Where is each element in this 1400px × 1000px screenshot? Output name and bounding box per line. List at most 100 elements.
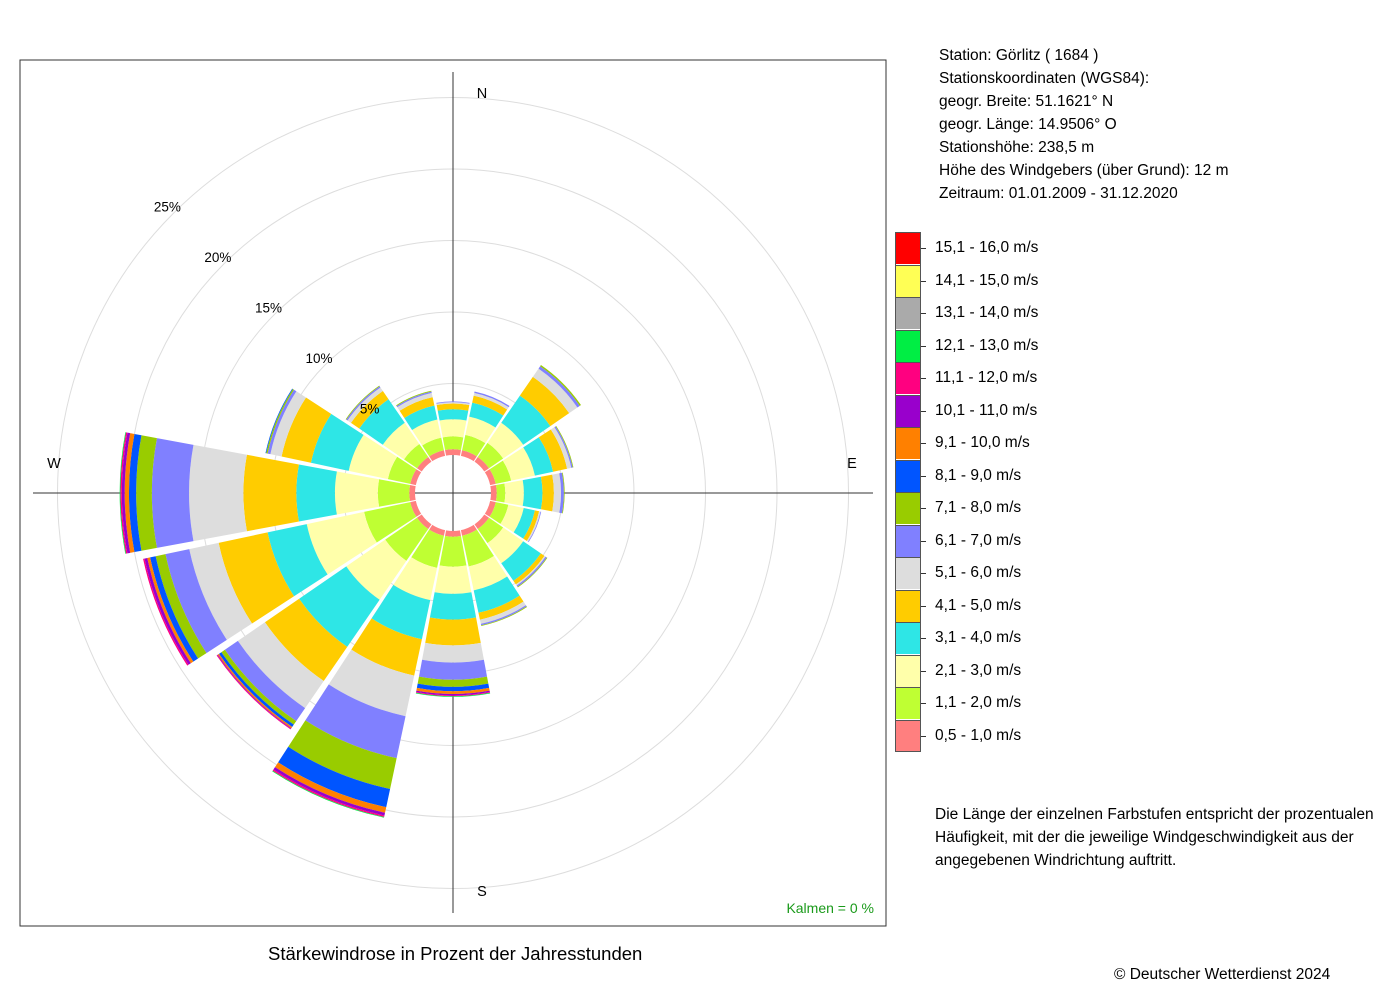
legend-item: 1,1 - 2,0 m/s [895, 687, 1095, 720]
sector-s [415, 530, 491, 697]
segment-nw-1 [404, 444, 429, 469]
segment-se-6 [516, 556, 547, 587]
station-coords-heading: Stationskoordinaten (WGS84): [939, 70, 1150, 87]
legend-swatch [896, 264, 920, 297]
legend-tick [920, 605, 926, 607]
segment-nw-6 [346, 386, 381, 421]
sector-se [474, 514, 548, 588]
sector-wsw [143, 500, 422, 666]
legend-label: 13,1 - 14,0 m/s [935, 304, 1039, 321]
legend-label: 14,1 - 15,0 m/s [935, 271, 1039, 289]
segment-ene-5 [550, 427, 572, 469]
legend-item: 11,1 - 12,0 m/s [895, 362, 1095, 395]
segment-sse-6 [480, 605, 527, 626]
legend-tick [920, 573, 926, 574]
legend-tick [920, 280, 926, 282]
segment-ssw-2 [393, 557, 438, 601]
segment-nw-5 [347, 387, 383, 423]
legend-label: 11,1 - 12,0 m/s [935, 369, 1038, 386]
segment-w-12 [119, 432, 126, 554]
segment-w-11 [120, 432, 128, 554]
segment-ne-4 [519, 376, 570, 427]
segment-n-0 [445, 449, 461, 456]
segment-ese-4 [523, 510, 540, 541]
segment-ese-2 [500, 504, 524, 533]
segment-sw-2 [346, 539, 407, 600]
segment-w-8 [128, 433, 142, 553]
segment-e-7 [562, 472, 565, 514]
ring-labels: 5% 10% 15% 20% 25% [154, 199, 380, 416]
segment-ese-0 [484, 500, 496, 517]
segment-s-12 [415, 692, 491, 697]
legend-swatch [896, 459, 920, 492]
segment-wsw-4 [218, 532, 295, 624]
compass-label-s: S [477, 884, 487, 900]
segment-nnw-1 [422, 437, 444, 457]
segment-nnw-6 [396, 391, 432, 408]
legend-swatch [896, 492, 920, 524]
segment-s-4 [425, 617, 481, 646]
segment-ese-1 [489, 502, 509, 524]
legend-swatch [896, 297, 920, 329]
explanation-note: Die Länge der einzelnen Farbstufen entsp… [935, 803, 1374, 872]
compass-label-e: E [847, 456, 857, 472]
legend-tick [920, 735, 926, 737]
segment-sw-4 [264, 598, 348, 682]
segment-ne-7 [540, 365, 581, 406]
legend-item: 10,1 - 11,0 m/s [895, 394, 1095, 428]
segment-sw-8 [218, 652, 294, 728]
segment-wsw-6 [165, 549, 227, 654]
segment-nnw-4 [399, 397, 435, 418]
legend-label: 9,1 - 10,0 m/s [935, 434, 1030, 451]
segment-wnw-7 [266, 388, 295, 454]
legend-label: 15,1 - 16,0 m/s [935, 239, 1039, 256]
legend-item: 3,1 - 4,0 m/s [895, 622, 1095, 655]
legend-tick [920, 313, 926, 314]
segment-ssw-6 [305, 684, 406, 759]
segment-sse-5 [479, 601, 526, 624]
chart-subtitle: Stärkewindrose in Prozent der Jahresstun… [268, 943, 643, 964]
sensor-height: Höhe des Windgebers (über Grund): 12 m [939, 162, 1229, 179]
segment-sse-3 [473, 576, 520, 613]
legend-tick [920, 345, 926, 347]
legend-swatch [896, 394, 920, 427]
segment-nw-2 [382, 422, 420, 460]
segment-nw-4 [350, 390, 389, 429]
segment-wnw-1 [387, 456, 417, 484]
segment-sse-1 [462, 529, 494, 567]
segment-sw-0 [416, 514, 432, 530]
segment-se-0 [474, 514, 490, 530]
legend-item: 2,1 - 3,0 m/s [895, 654, 1095, 688]
segment-w-0 [409, 485, 416, 501]
legend-label: 0,5 - 1,0 m/s [935, 726, 1022, 744]
legend-swatch [896, 687, 920, 719]
legend-tick [920, 508, 926, 509]
station-elevation: Stationshöhe: 238,5 m [939, 139, 1095, 156]
legend-tick [920, 410, 926, 412]
segment-nnw-5 [397, 392, 433, 411]
segment-wsw-9 [147, 557, 194, 664]
segment-ssw-1 [411, 529, 444, 568]
segment-e-5 [552, 473, 562, 513]
segment-wnw-6 [267, 389, 297, 455]
sector-ne [474, 365, 581, 472]
legend-label: 10,1 - 11,0 m/s [935, 401, 1038, 419]
segment-sw-1 [385, 517, 429, 561]
segment-nnw-3 [404, 405, 438, 430]
segment-wnw-5 [270, 391, 306, 457]
segment-n-4 [436, 403, 470, 411]
segment-s-8 [416, 683, 490, 692]
legend-swatch [896, 427, 920, 459]
segment-ssw-7 [288, 720, 397, 789]
segment-nne-5 [473, 392, 509, 410]
segment-s-6 [418, 659, 488, 680]
station-name: Station: Görlitz ( 1684 ) [939, 47, 1099, 64]
legend-item: 4,1 - 5,0 m/s [895, 589, 1095, 623]
legend-item: 14,1 - 15,0 m/s [895, 264, 1095, 298]
segment-sse-4 [478, 595, 524, 620]
segment-n-1 [442, 436, 464, 451]
segment-ne-0 [474, 456, 490, 472]
segment-e-0 [490, 485, 497, 501]
sector-sse [460, 524, 528, 626]
segment-n-6 [436, 401, 470, 404]
